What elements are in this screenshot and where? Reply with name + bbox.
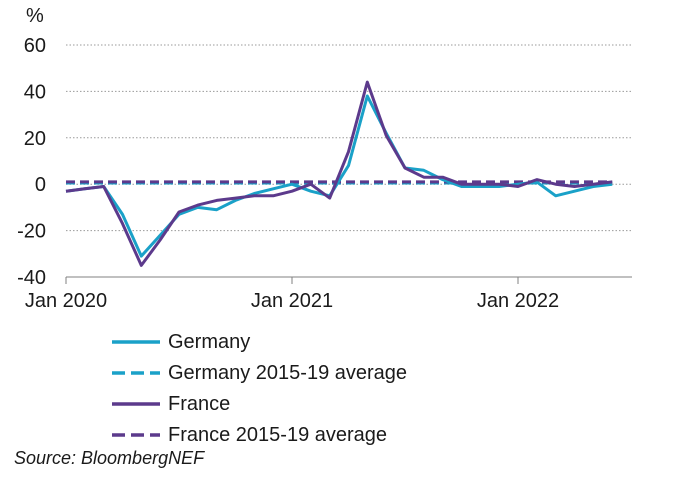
legend-label: France 2015-19 average	[168, 423, 388, 446]
y-axis-unit-label: %	[26, 5, 44, 27]
x-tick-label: Jan 2021	[251, 290, 333, 312]
legend-swatch	[112, 370, 160, 375]
gridlines	[66, 44, 632, 232]
line-chart: -40 -20 0 20 40 60 Jan 2020 Jan 2021 Jan 2022 %	[17, 5, 632, 312]
legend-item: France	[112, 388, 407, 419]
y-tick-label: 60	[24, 35, 46, 57]
x-tick-label: Jan 2020	[25, 290, 107, 312]
legend-swatch	[112, 432, 160, 437]
y-tick-label: -20	[17, 221, 46, 243]
series-line-france	[65, 80, 613, 267]
series-lines	[65, 80, 613, 267]
source-note: Source: BloombergNEF	[14, 448, 205, 468]
legend: Germany Germany 2015-19 average France Fran…	[112, 326, 407, 450]
legend-item: Germany 2015-19 average	[112, 357, 407, 388]
y-tick-label: -40	[17, 267, 46, 289]
y-axis: -40 -20 0 20 40 60	[17, 35, 46, 289]
legend-item: France 2015-19 average	[112, 419, 407, 450]
legend-label: France	[168, 392, 231, 415]
legend-item: Germany	[112, 326, 407, 357]
legend-label: Germany	[168, 330, 251, 353]
legend-swatch	[112, 401, 160, 406]
legend-label: Germany 2015-19 average	[168, 361, 408, 384]
x-axis: Jan 2020 Jan 2021 Jan 2022	[25, 276, 632, 312]
x-tick-label: Jan 2022	[477, 290, 559, 312]
y-tick-label: 40	[24, 81, 46, 103]
legend-swatch	[112, 339, 160, 344]
y-tick-label: 20	[24, 128, 46, 150]
y-tick-label: 0	[35, 174, 46, 196]
